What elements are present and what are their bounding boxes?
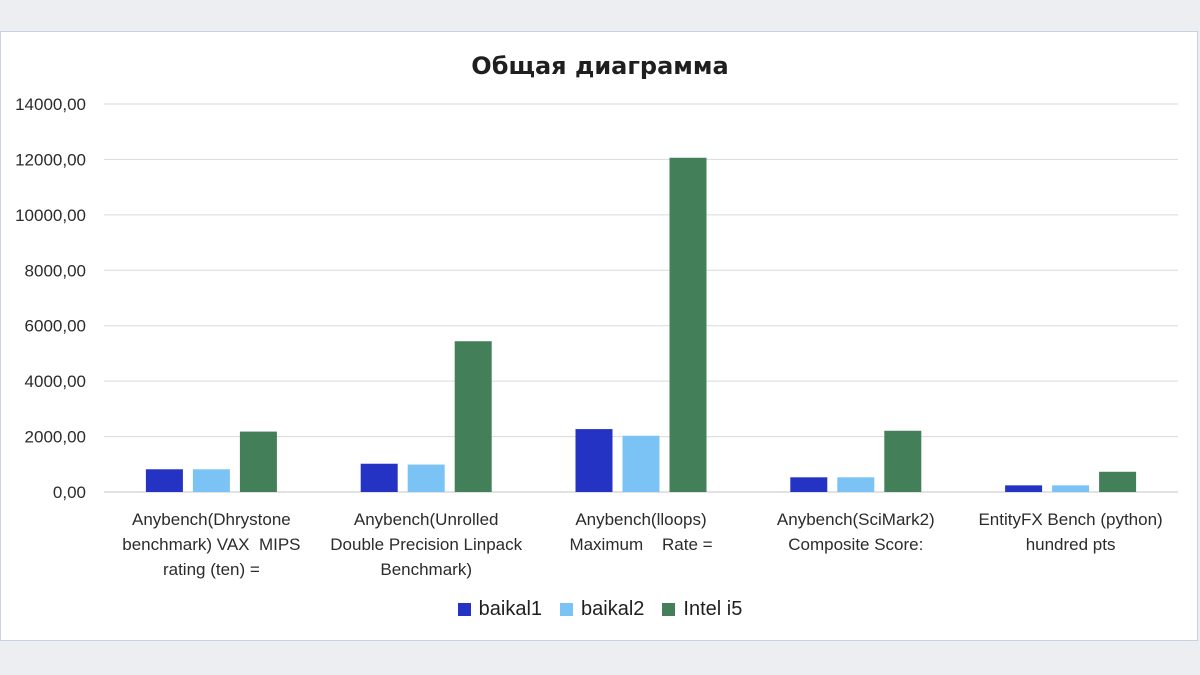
y-tick-label: 14000,00	[15, 95, 86, 114]
x-category-label-line: benchmark) VAX MIPS	[122, 535, 301, 554]
y-tick-label: 10000,00	[15, 206, 86, 225]
bar-baikal1-0	[145, 469, 183, 492]
x-category-label-line: Anybench(lloops)	[575, 510, 707, 529]
bar-intel-i5-4	[1099, 471, 1137, 492]
x-category-label-line: EntityFX Bench (python)	[978, 510, 1163, 529]
x-category-label: EntityFX Bench (python) hundred pts	[971, 507, 1171, 557]
x-category-label-line: Anybench(SciMark2)	[776, 510, 935, 529]
x-category-label-line: Double Precision Linpack	[330, 535, 523, 554]
x-category-label-line: hundred pts	[1025, 535, 1116, 554]
y-tick-label: 8000,00	[25, 261, 86, 280]
bar-intel-i5-0	[239, 431, 277, 492]
legend-item: baikal2	[560, 598, 644, 621]
x-category-label-line: Benchmark)	[380, 560, 472, 579]
x-category-label: Anybench(lloops) Maximum Rate =	[541, 507, 741, 557]
x-category-label-line: Composite Score:	[788, 535, 924, 554]
legend-label: baikal2	[581, 598, 645, 620]
bar-baikal2-0	[192, 469, 230, 492]
legend-swatch	[457, 603, 471, 616]
bar-intel-i5-1	[454, 341, 492, 492]
bar-baikal1-2	[575, 429, 613, 492]
legend-item: baikal1	[457, 598, 543, 621]
chart-title: Общая диаграмма	[471, 52, 729, 80]
bar-baikal2-2	[622, 435, 660, 492]
bar-intel-i5-2	[669, 157, 707, 492]
y-tick-label: 6000,00	[25, 317, 86, 336]
legend-swatch	[662, 603, 676, 616]
bar-baikal1-4	[1005, 485, 1043, 492]
y-tick-label: 12000,00	[15, 150, 86, 169]
x-category-label: Anybench(SciMark2) Composite Score:	[756, 507, 956, 557]
bar-baikal1-1	[360, 463, 398, 492]
y-tick-label: 4000,00	[25, 372, 86, 391]
x-category-label-line: Maximum Rate =	[569, 535, 713, 554]
x-category-label: Anybench(Dhrystone benchmark) VAX MIPS rat…	[111, 507, 311, 582]
x-category-label-line: Anybench(Unrolled	[353, 510, 499, 529]
x-category-label-line: rating (ten) =	[162, 560, 260, 579]
legend-label: baikal1	[478, 598, 543, 620]
legend-label: Intel i5	[683, 598, 743, 620]
y-tick-label: 0,00	[53, 483, 86, 502]
y-tick-label: 2000,00	[25, 428, 86, 447]
bar-baikal2-4	[1052, 485, 1090, 492]
chart-legend: baikal1 baikal2 Intel i5	[0, 598, 1200, 621]
bar-baikal2-3	[837, 477, 875, 492]
x-category-label: Anybench(Unrolled Double Precision Linpac…	[326, 507, 526, 582]
legend-item: Intel i5	[662, 598, 742, 621]
bar-baikal2-1	[407, 464, 445, 492]
bar-baikal1-3	[790, 477, 828, 492]
chart-frame	[0, 31, 1198, 641]
x-category-label-line: Anybench(Dhrystone	[132, 510, 291, 529]
legend-swatch	[560, 603, 574, 616]
bar-intel-i5-3	[884, 430, 922, 492]
